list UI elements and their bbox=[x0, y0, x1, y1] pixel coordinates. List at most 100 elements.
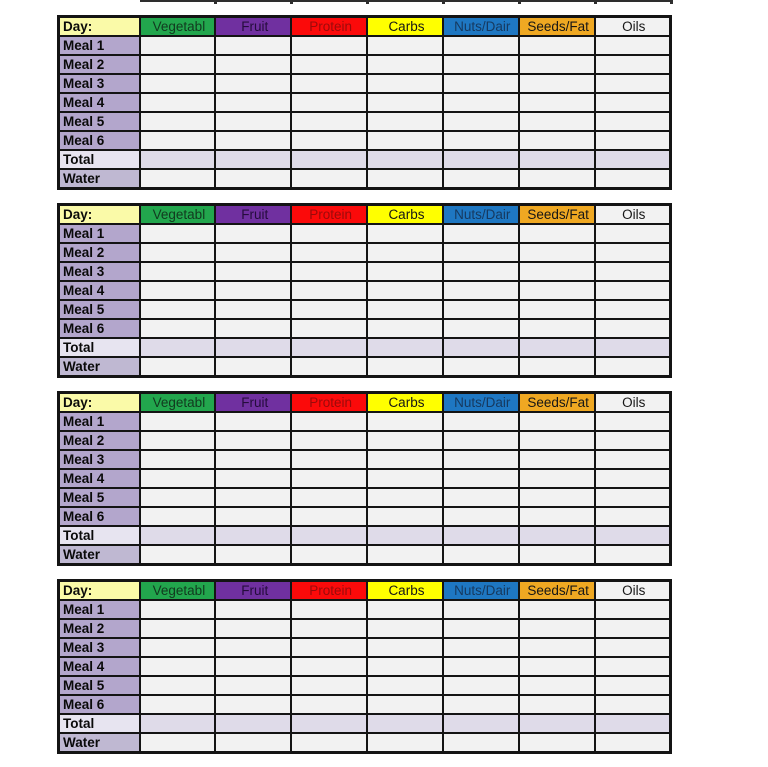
entry-cell[interactable] bbox=[138, 54, 217, 75]
entry-cell[interactable] bbox=[138, 506, 217, 527]
entry-cell[interactable] bbox=[517, 411, 596, 432]
entry-cell[interactable] bbox=[441, 356, 520, 378]
entry-cell[interactable] bbox=[517, 35, 596, 56]
entry-cell[interactable] bbox=[517, 487, 596, 508]
entry-cell[interactable] bbox=[214, 468, 293, 489]
total-cell[interactable] bbox=[517, 337, 596, 358]
entry-cell[interactable] bbox=[138, 73, 217, 94]
entry-cell[interactable] bbox=[366, 280, 444, 301]
entry-cell[interactable] bbox=[517, 73, 596, 94]
entry-cell[interactable] bbox=[517, 168, 596, 190]
entry-cell[interactable] bbox=[441, 468, 520, 489]
entry-cell[interactable] bbox=[214, 694, 293, 715]
entry-cell[interactable] bbox=[214, 299, 293, 320]
entry-cell[interactable] bbox=[214, 130, 293, 151]
entry-cell[interactable] bbox=[214, 54, 293, 75]
entry-cell[interactable] bbox=[441, 54, 520, 75]
entry-cell[interactable] bbox=[366, 544, 444, 566]
entry-cell[interactable] bbox=[517, 356, 596, 378]
entry-cell[interactable] bbox=[214, 637, 293, 658]
entry-cell[interactable] bbox=[441, 544, 520, 566]
entry-cell[interactable] bbox=[290, 618, 369, 639]
entry-cell[interactable] bbox=[517, 732, 596, 754]
entry-cell[interactable] bbox=[441, 299, 520, 320]
entry-cell[interactable] bbox=[593, 468, 672, 489]
entry-cell[interactable] bbox=[441, 430, 520, 451]
entry-cell[interactable] bbox=[290, 506, 369, 527]
entry-cell[interactable] bbox=[441, 618, 520, 639]
entry-cell[interactable] bbox=[593, 299, 672, 320]
total-cell[interactable] bbox=[366, 713, 444, 734]
entry-cell[interactable] bbox=[593, 618, 672, 639]
entry-cell[interactable] bbox=[290, 732, 369, 754]
entry-cell[interactable] bbox=[441, 242, 520, 263]
total-cell[interactable] bbox=[290, 713, 369, 734]
entry-cell[interactable] bbox=[593, 411, 672, 432]
entry-cell[interactable] bbox=[441, 280, 520, 301]
entry-cell[interactable] bbox=[366, 675, 444, 696]
entry-cell[interactable] bbox=[138, 92, 217, 113]
entry-cell[interactable] bbox=[138, 411, 217, 432]
total-cell[interactable] bbox=[290, 149, 369, 170]
entry-cell[interactable] bbox=[138, 618, 217, 639]
entry-cell[interactable] bbox=[517, 544, 596, 566]
entry-cell[interactable] bbox=[593, 637, 672, 658]
entry-cell[interactable] bbox=[517, 430, 596, 451]
entry-cell[interactable] bbox=[138, 223, 217, 244]
total-cell[interactable] bbox=[214, 713, 293, 734]
entry-cell[interactable] bbox=[290, 111, 369, 132]
entry-cell[interactable] bbox=[517, 318, 596, 339]
entry-cell[interactable] bbox=[214, 73, 293, 94]
entry-cell[interactable] bbox=[138, 675, 217, 696]
entry-cell[interactable] bbox=[366, 54, 444, 75]
entry-cell[interactable] bbox=[138, 468, 217, 489]
entry-cell[interactable] bbox=[290, 694, 369, 715]
total-cell[interactable] bbox=[290, 525, 369, 546]
entry-cell[interactable] bbox=[290, 468, 369, 489]
entry-cell[interactable] bbox=[290, 92, 369, 113]
entry-cell[interactable] bbox=[517, 675, 596, 696]
total-cell[interactable] bbox=[593, 149, 672, 170]
entry-cell[interactable] bbox=[214, 430, 293, 451]
entry-cell[interactable] bbox=[138, 280, 217, 301]
entry-cell[interactable] bbox=[593, 318, 672, 339]
entry-cell[interactable] bbox=[366, 168, 444, 190]
entry-cell[interactable] bbox=[593, 732, 672, 754]
entry-cell[interactable] bbox=[138, 449, 217, 470]
entry-cell[interactable] bbox=[517, 299, 596, 320]
entry-cell[interactable] bbox=[441, 506, 520, 527]
entry-cell[interactable] bbox=[593, 675, 672, 696]
entry-cell[interactable] bbox=[138, 242, 217, 263]
total-cell[interactable] bbox=[593, 713, 672, 734]
entry-cell[interactable] bbox=[290, 223, 369, 244]
total-cell[interactable] bbox=[138, 713, 217, 734]
entry-cell[interactable] bbox=[290, 280, 369, 301]
entry-cell[interactable] bbox=[290, 168, 369, 190]
entry-cell[interactable] bbox=[138, 694, 217, 715]
entry-cell[interactable] bbox=[366, 92, 444, 113]
entry-cell[interactable] bbox=[214, 599, 293, 620]
entry-cell[interactable] bbox=[366, 468, 444, 489]
entry-cell[interactable] bbox=[593, 430, 672, 451]
entry-cell[interactable] bbox=[290, 54, 369, 75]
entry-cell[interactable] bbox=[290, 599, 369, 620]
entry-cell[interactable] bbox=[441, 92, 520, 113]
entry-cell[interactable] bbox=[593, 168, 672, 190]
entry-cell[interactable] bbox=[214, 544, 293, 566]
entry-cell[interactable] bbox=[214, 223, 293, 244]
entry-cell[interactable] bbox=[441, 130, 520, 151]
entry-cell[interactable] bbox=[290, 299, 369, 320]
entry-cell[interactable] bbox=[366, 261, 444, 282]
entry-cell[interactable] bbox=[593, 449, 672, 470]
entry-cell[interactable] bbox=[366, 356, 444, 378]
entry-cell[interactable] bbox=[517, 280, 596, 301]
total-cell[interactable] bbox=[517, 713, 596, 734]
entry-cell[interactable] bbox=[593, 506, 672, 527]
entry-cell[interactable] bbox=[214, 242, 293, 263]
total-cell[interactable] bbox=[366, 149, 444, 170]
total-cell[interactable] bbox=[517, 149, 596, 170]
entry-cell[interactable] bbox=[593, 111, 672, 132]
total-cell[interactable] bbox=[214, 337, 293, 358]
entry-cell[interactable] bbox=[593, 92, 672, 113]
entry-cell[interactable] bbox=[366, 618, 444, 639]
